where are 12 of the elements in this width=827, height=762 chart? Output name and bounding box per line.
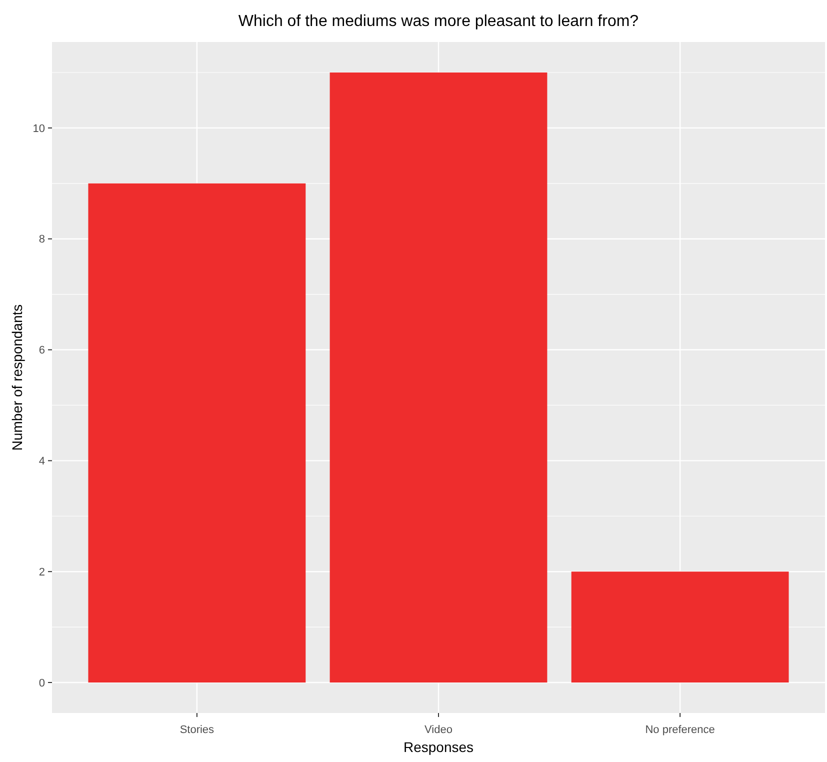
x-tick-label: No preference xyxy=(645,724,715,736)
y-tick-label: 8 xyxy=(38,234,45,246)
y-axis-title: Number of respondants xyxy=(9,304,25,451)
x-axis-title: Responses xyxy=(403,739,474,755)
x-tick-label: Video xyxy=(424,724,452,736)
x-tick-label: Stories xyxy=(180,724,215,736)
y-tick-label: 6 xyxy=(38,344,45,357)
y-tick-label: 10 xyxy=(32,122,45,135)
y-tick-label: 2 xyxy=(38,566,45,578)
y-tick-label: 0 xyxy=(38,677,45,690)
chart-title: Which of the mediums was more pleasant to learn from? xyxy=(238,13,639,30)
y-tick-label: 4 xyxy=(38,456,45,468)
